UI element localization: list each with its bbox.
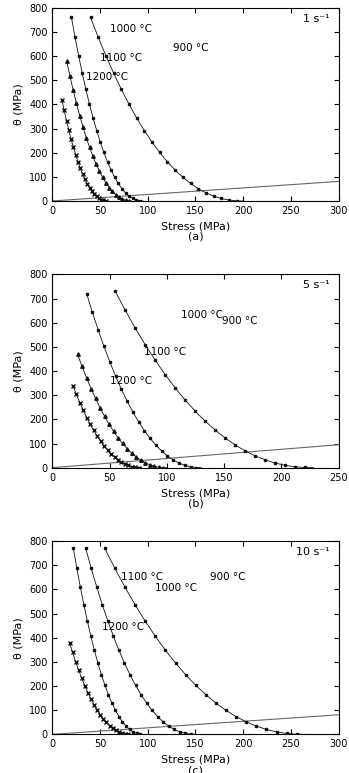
Text: 1200 °C: 1200 °C bbox=[102, 622, 144, 632]
Text: 1200 °C: 1200 °C bbox=[86, 72, 128, 82]
X-axis label: Stress (MPa): Stress (MPa) bbox=[161, 221, 230, 231]
Text: 5 s⁻¹: 5 s⁻¹ bbox=[303, 280, 330, 290]
Text: 900 °C: 900 °C bbox=[210, 572, 245, 582]
Text: 1100 °C: 1100 °C bbox=[100, 53, 142, 63]
X-axis label: Stress (MPa): Stress (MPa) bbox=[161, 488, 230, 498]
Text: (b): (b) bbox=[187, 499, 203, 509]
Text: 900 °C: 900 °C bbox=[222, 316, 257, 326]
X-axis label: Stress (MPa): Stress (MPa) bbox=[161, 754, 230, 764]
Text: 1 s⁻¹: 1 s⁻¹ bbox=[303, 13, 330, 23]
Text: 10 s⁻¹: 10 s⁻¹ bbox=[296, 547, 330, 557]
Text: (a): (a) bbox=[188, 232, 203, 242]
Text: 1100 °C: 1100 °C bbox=[121, 572, 163, 582]
Text: 1100 °C: 1100 °C bbox=[144, 347, 186, 357]
Text: 1200 °C: 1200 °C bbox=[110, 376, 152, 386]
Text: 1000 °C: 1000 °C bbox=[155, 583, 198, 593]
Y-axis label: θ (MPa): θ (MPa) bbox=[13, 350, 23, 392]
Text: 1000 °C: 1000 °C bbox=[180, 310, 223, 320]
Y-axis label: θ (MPa): θ (MPa) bbox=[13, 83, 23, 125]
Text: 900 °C: 900 °C bbox=[173, 43, 209, 53]
Text: 1000 °C: 1000 °C bbox=[110, 24, 151, 34]
Y-axis label: θ (MPa): θ (MPa) bbox=[13, 617, 23, 659]
Text: (c): (c) bbox=[188, 765, 203, 773]
